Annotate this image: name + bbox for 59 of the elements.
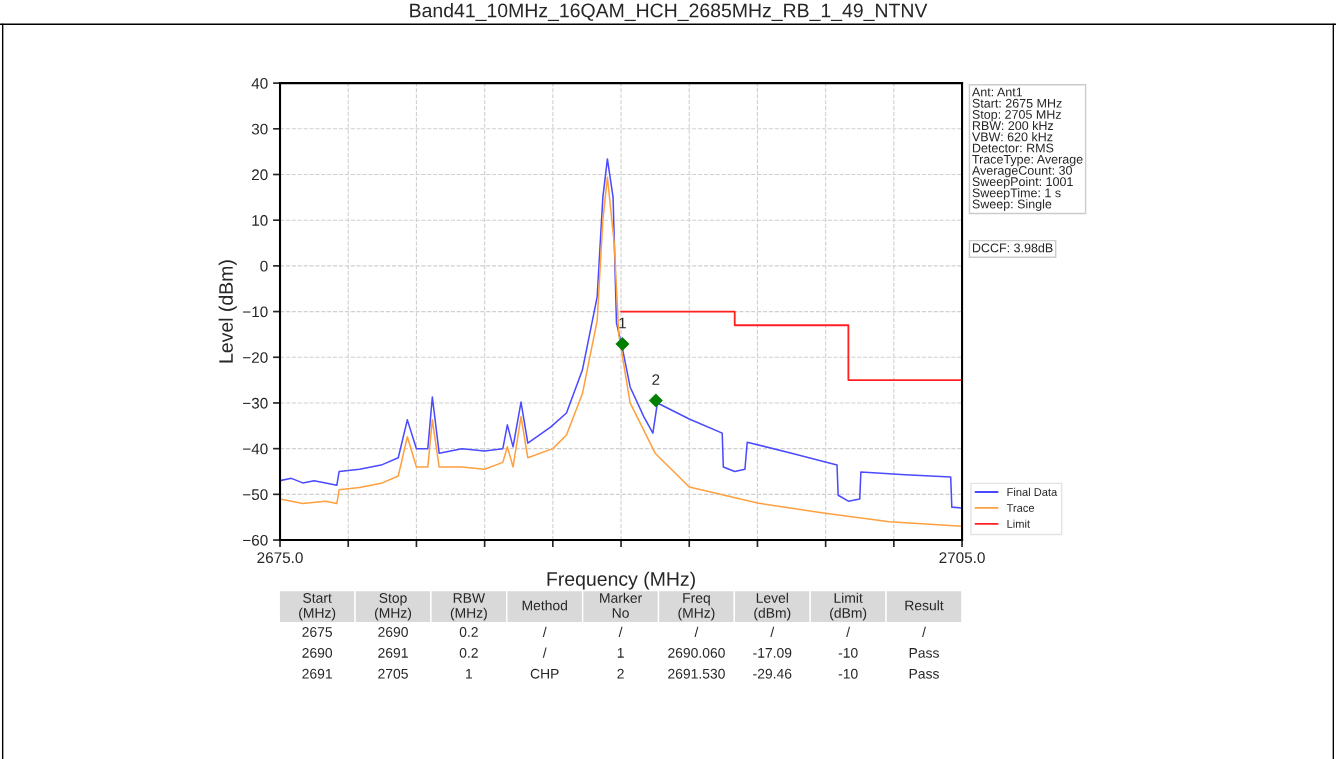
text: 0.2 <box>459 647 478 658</box>
y-tick-label: 20 <box>252 169 268 181</box>
text: -10 <box>838 647 858 658</box>
text: / <box>542 647 547 658</box>
annotation: 2 <box>652 374 660 385</box>
text: Start (MHz) <box>299 593 336 621</box>
legend-label: Final Data <box>1007 487 1058 497</box>
text: RBW (MHz) <box>450 593 487 621</box>
text: Freq (MHz) <box>678 593 715 621</box>
y-tick-label: 10 <box>252 215 268 226</box>
text: 2691.530 <box>668 668 725 679</box>
y-tick-label: −40 <box>243 443 268 455</box>
text: 1 <box>466 668 473 679</box>
y-tick-label: 40 <box>251 77 268 89</box>
text: / <box>770 626 775 637</box>
x-tick-label: 2675.0 <box>257 552 303 564</box>
text: / <box>694 626 699 637</box>
text: DCCF: 3.98dB <box>972 243 1053 253</box>
text: Limit (dBm) <box>830 592 867 621</box>
x-axis-title: Frequency (MHz) <box>547 571 695 590</box>
y-axis-title: Level (dBm) <box>218 260 237 363</box>
text: Method <box>522 600 567 611</box>
y-tick-label: −20 <box>243 352 268 363</box>
text: 2690 <box>378 627 408 637</box>
legend-label: Limit <box>1007 519 1030 528</box>
text: 2691 <box>302 668 332 679</box>
text: Ant: Ant1 Start: 2675 MHz Stop: 2705 MHz RBW: 200 kHz VBW: 620 kHz Detector: RMS TraceType: Average AverageCount: 30 SweepPoint: 1001 SweepTime: 1 s Sweep: Single <box>971 87 1083 211</box>
legend-label: Trace <box>1006 504 1035 512</box>
text: / <box>922 626 926 637</box>
text: 2675 <box>302 627 333 637</box>
x-tick-label: 2705.0 <box>939 552 985 564</box>
text: 0.2 <box>459 627 478 637</box>
text: 2691 <box>378 647 408 658</box>
text: Stop (MHz) <box>374 593 412 621</box>
text: Level (dBm) <box>754 592 791 621</box>
text: 1 <box>617 648 624 658</box>
text: 2705 <box>378 668 408 679</box>
y-tick-label: 0 <box>260 260 268 272</box>
y-tick-label: −60 <box>243 534 268 546</box>
text: -29.46 <box>753 668 792 679</box>
text: 2690.060 <box>668 647 725 658</box>
chart-title: Band41_10MHz_16QAM_HCH_2685MHz_RB_1_49_NTNV <box>410 3 928 22</box>
text: / <box>542 626 547 637</box>
text: 2690 <box>302 647 333 658</box>
text: -10 <box>838 668 858 679</box>
y-tick-label: −30 <box>243 397 268 409</box>
y-tick-label: 30 <box>251 123 268 135</box>
text: -17.09 <box>753 647 792 658</box>
text: / <box>846 626 851 637</box>
y-tick-label: −10 <box>243 306 268 318</box>
text: Pass <box>909 648 939 658</box>
text: 2 <box>617 668 624 679</box>
text: CHP <box>530 668 559 679</box>
y-tick-label: −50 <box>243 489 268 501</box>
text: / <box>618 626 623 637</box>
text: Pass <box>909 668 939 679</box>
text: Result <box>905 600 944 611</box>
annotation: 1 <box>619 317 626 329</box>
text: Marker No <box>600 592 642 618</box>
